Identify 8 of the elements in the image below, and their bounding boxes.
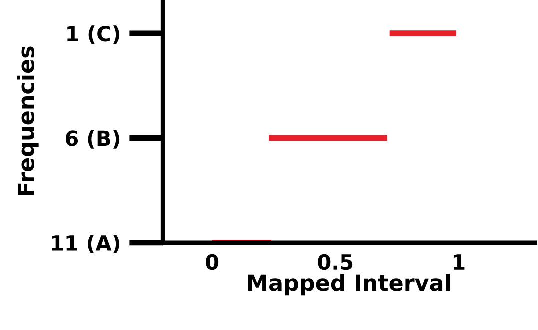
x-tick-label: 0 <box>206 254 219 270</box>
y-tick-label: 11 (A) <box>52 234 120 254</box>
x-axis-title: Mapped Interval <box>248 274 450 296</box>
y-axis-title: Frequencies <box>17 46 39 196</box>
y-tick-label: 1 (C) <box>68 26 120 44</box>
y-tick-label: 6 (B) <box>66 130 120 149</box>
x-tick-label: 1 <box>454 254 465 270</box>
x-tick-label: 0.5 <box>318 254 353 270</box>
